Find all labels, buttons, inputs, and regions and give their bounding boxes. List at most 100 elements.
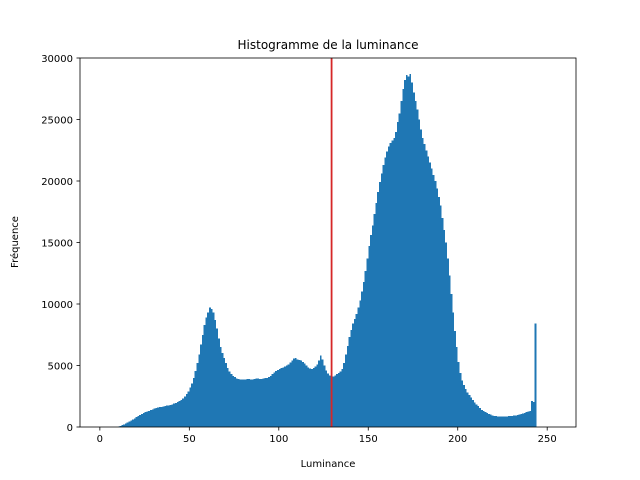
histogram-bar: [126, 422, 129, 427]
histogram-bar: [210, 308, 213, 427]
histogram-bar: [454, 331, 456, 427]
histogram-bar: [445, 242, 447, 427]
histogram-bar: [262, 378, 265, 427]
histogram-bar: [396, 121, 399, 428]
histogram-bar: [309, 368, 311, 427]
histogram-bar: [464, 388, 467, 427]
x-tick-label: 250: [538, 434, 557, 445]
histogram-bar: [291, 360, 294, 427]
histogram-bar: [219, 347, 222, 427]
histogram-bar: [221, 353, 224, 427]
histogram-bar: [477, 406, 480, 427]
histogram-bar: [160, 406, 163, 427]
histogram-bar: [307, 367, 310, 427]
histogram-bar: [448, 275, 451, 427]
histogram-bar: [217, 338, 220, 427]
histogram-bar: [164, 406, 167, 427]
histogram-bar: [135, 416, 138, 427]
histogram-bar: [257, 378, 260, 427]
histogram-bar: [194, 371, 197, 427]
y-tick-label: 0: [67, 423, 73, 434]
histogram-bar: [149, 410, 152, 427]
histogram-bar: [493, 415, 496, 427]
histogram-bar: [300, 360, 303, 427]
histogram-bar: [379, 182, 381, 427]
histogram-bar: [432, 174, 435, 427]
histogram-bar: [438, 196, 440, 427]
histogram-bar: [359, 300, 362, 427]
histogram-bar: [121, 425, 124, 427]
histogram-bar: [522, 413, 524, 427]
histogram-bar: [273, 372, 276, 427]
histogram-bar: [412, 92, 415, 427]
histogram-bar: [532, 401, 535, 427]
histogram-bar: [167, 405, 170, 427]
histogram-bar: [380, 173, 383, 427]
histogram-bar: [531, 401, 533, 427]
histogram-bar: [137, 415, 140, 427]
histogram-bar: [506, 416, 508, 427]
histogram-bar: [198, 354, 201, 427]
histogram-bar: [169, 404, 172, 427]
histogram-bar: [200, 344, 202, 427]
x-tick-label: 0: [97, 434, 103, 445]
histogram-bar: [425, 150, 428, 427]
histogram-bar: [377, 192, 379, 427]
histogram-bar: [243, 379, 245, 427]
histogram-bar: [472, 399, 474, 427]
histogram-bar: [409, 73, 412, 428]
histogram-bar: [196, 363, 199, 427]
histogram-bar: [226, 367, 229, 427]
histogram-bar: [502, 416, 505, 427]
histogram-bar: [189, 387, 192, 427]
histogram-bar: [486, 413, 489, 427]
histogram-bar: [405, 75, 408, 427]
histogram-bar: [244, 379, 247, 427]
histogram-bar: [518, 414, 521, 427]
histogram-bar: [489, 414, 492, 427]
histogram-bar: [455, 347, 458, 427]
histogram-bar: [253, 379, 256, 427]
histogram-bar: [312, 367, 315, 427]
histogram-bar: [427, 156, 430, 427]
histogram-bar: [128, 421, 131, 427]
histogram-bar: [389, 142, 392, 427]
histogram-bar: [158, 407, 161, 427]
histogram-bar: [284, 366, 286, 427]
histogram-bar: [491, 415, 494, 427]
histogram-bar: [348, 337, 351, 427]
histogram-bar: [513, 415, 515, 427]
histogram-bar: [201, 334, 204, 427]
y-tick-label: 10000: [41, 300, 73, 311]
histogram-bar: [353, 318, 356, 427]
histogram-bar: [395, 131, 397, 428]
histogram-bar: [182, 398, 184, 427]
histogram-bar: [498, 416, 501, 427]
histogram-bar: [157, 407, 159, 427]
histogram-bar: [336, 374, 338, 427]
y-tick-label: 30000: [41, 54, 73, 65]
x-tick-label: 200: [448, 434, 467, 445]
histogram-bar: [361, 291, 363, 427]
y-axis-ticks: 0 5000 10000 15000 20000 25000 30000: [41, 54, 80, 434]
histogram-bar: [124, 423, 127, 427]
histogram-bar: [305, 365, 308, 427]
histogram-bar: [271, 374, 274, 427]
histogram-bar: [411, 82, 413, 427]
histogram-bar: [475, 404, 478, 427]
histogram-bar: [509, 416, 512, 427]
histogram-bar: [207, 312, 210, 427]
histogram-bar: [269, 375, 272, 427]
histogram-bar: [228, 371, 231, 427]
histogram-bar: [260, 379, 263, 427]
histogram-bar: [480, 409, 483, 427]
histogram-bar: [384, 157, 387, 427]
histogram-bar: [248, 379, 251, 427]
histogram-bar: [282, 367, 285, 427]
x-axis-label: Luminance: [301, 459, 356, 470]
histogram-bar: [239, 379, 242, 427]
histogram-bar: [132, 419, 134, 427]
histogram-bar: [148, 410, 150, 427]
histogram-bar: [142, 412, 145, 427]
histogram-bar: [468, 395, 471, 427]
